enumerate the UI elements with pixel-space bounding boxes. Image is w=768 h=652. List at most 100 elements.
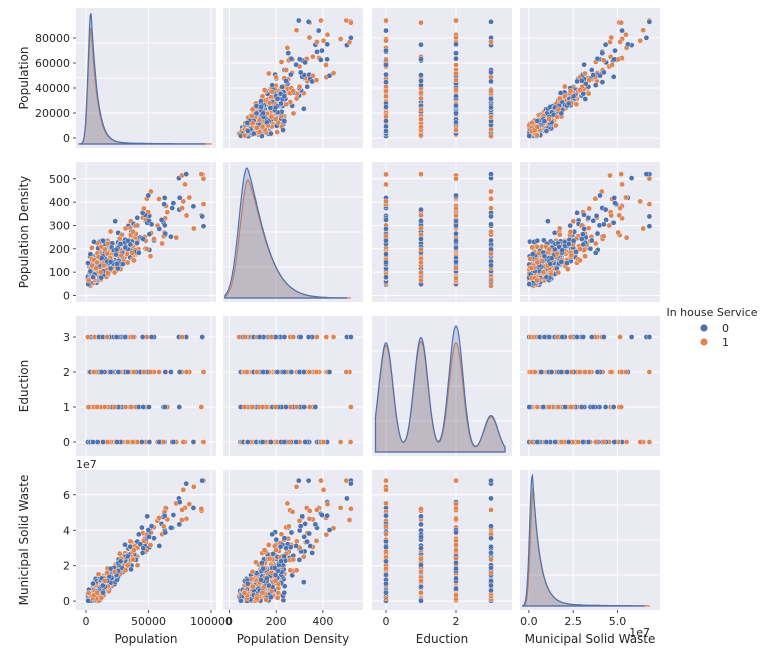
scatter-point [326, 369, 333, 375]
scatter-point [453, 77, 459, 83]
scatter-point [317, 57, 324, 63]
scatter-point [128, 404, 135, 410]
scatter-point [619, 181, 625, 188]
scatter-point [259, 404, 266, 410]
scatter-point [570, 237, 577, 244]
scatter-point [285, 50, 292, 56]
scatter-point [453, 93, 459, 99]
scatter-point [244, 128, 251, 134]
scatter-point [312, 404, 319, 410]
scatter-point [418, 259, 424, 266]
scatter-point [611, 56, 618, 63]
scatter-point [151, 236, 157, 242]
scatter-point [253, 110, 260, 117]
scatter-point [283, 67, 289, 73]
scatter-point [249, 106, 256, 113]
scatter-point [107, 369, 114, 375]
scatter-point [562, 83, 568, 90]
panel-population-vs-population-density [223, 8, 363, 148]
scatter-point [131, 369, 137, 375]
scatter-point [107, 265, 114, 272]
scatter-point [585, 225, 592, 231]
scatter-point [104, 250, 110, 257]
scatter-point [637, 198, 644, 205]
scatter-point [418, 269, 424, 276]
scatter-point [567, 88, 574, 94]
panels-layer [76, 8, 660, 610]
scatter-point [199, 334, 205, 340]
scatter-point [300, 369, 307, 375]
scatter-point [134, 222, 141, 229]
scatter-point [418, 236, 424, 242]
scatter-point [297, 69, 304, 76]
scatter-point [330, 334, 337, 340]
scatter-point [268, 130, 274, 137]
scatter-point [599, 79, 606, 85]
scatter-point [199, 213, 205, 220]
scatter-point [293, 439, 299, 445]
scatter-point [85, 404, 92, 410]
scatter-point [295, 17, 302, 24]
scatter-point [581, 61, 587, 68]
scatter-point [640, 225, 647, 232]
scatter-point [534, 132, 540, 139]
scatter-point [580, 241, 587, 248]
scatter-point [418, 106, 424, 113]
scatter-point [617, 205, 623, 211]
panel-population-vs-population [76, 8, 216, 148]
scatter-point [418, 95, 424, 102]
scatter-point [100, 237, 106, 244]
scatter-point [147, 253, 154, 260]
scatter-point [383, 251, 389, 257]
scatter-point [146, 404, 152, 410]
scatter-point [183, 212, 190, 219]
scatter-point [190, 225, 197, 232]
scatter-point [284, 45, 291, 51]
scatter-point [579, 78, 585, 84]
scatter-point [261, 87, 268, 93]
scatter-point [314, 49, 320, 55]
scatter-point [543, 128, 550, 134]
scatter-point [156, 369, 162, 375]
scatter-point [383, 47, 389, 54]
scatter-point [594, 55, 601, 62]
scatter-point [561, 93, 568, 100]
scatter-point [269, 89, 276, 95]
scatter-point [383, 217, 389, 223]
scatter-point [488, 195, 494, 202]
scatter-point [290, 88, 297, 94]
scatter-point [383, 27, 389, 34]
scatter-point [453, 230, 459, 237]
scatter-point [318, 17, 324, 24]
scatter-point [628, 175, 635, 181]
scatter-point [418, 246, 424, 253]
scatter-point [590, 217, 597, 224]
scatter-point [453, 218, 459, 224]
scatter-point [558, 258, 565, 265]
scatter-point [383, 118, 389, 124]
scatter-point [597, 192, 603, 199]
scatter-point [256, 334, 263, 340]
scatter-point [574, 209, 580, 216]
scatter-point [162, 369, 169, 375]
scatter-point [314, 39, 320, 45]
scatter-point [315, 27, 322, 34]
scatter-point [326, 72, 333, 79]
scatter-point [179, 334, 185, 340]
scatter-point [453, 212, 459, 219]
scatter-point [290, 110, 297, 117]
scatter-point [646, 223, 653, 229]
scatter-point [555, 269, 562, 276]
scatter-point [556, 225, 563, 232]
scatter-point [453, 192, 459, 199]
scatter-point [243, 369, 250, 375]
scatter-point [313, 369, 320, 375]
scatter-point [114, 439, 120, 445]
scatter-point [278, 59, 285, 65]
scatter-point [623, 194, 629, 201]
scatter-point [186, 194, 193, 201]
scatter-point [135, 249, 142, 256]
scatter-point [164, 209, 171, 215]
scatter-point [601, 221, 607, 228]
scatter-point [122, 404, 129, 410]
